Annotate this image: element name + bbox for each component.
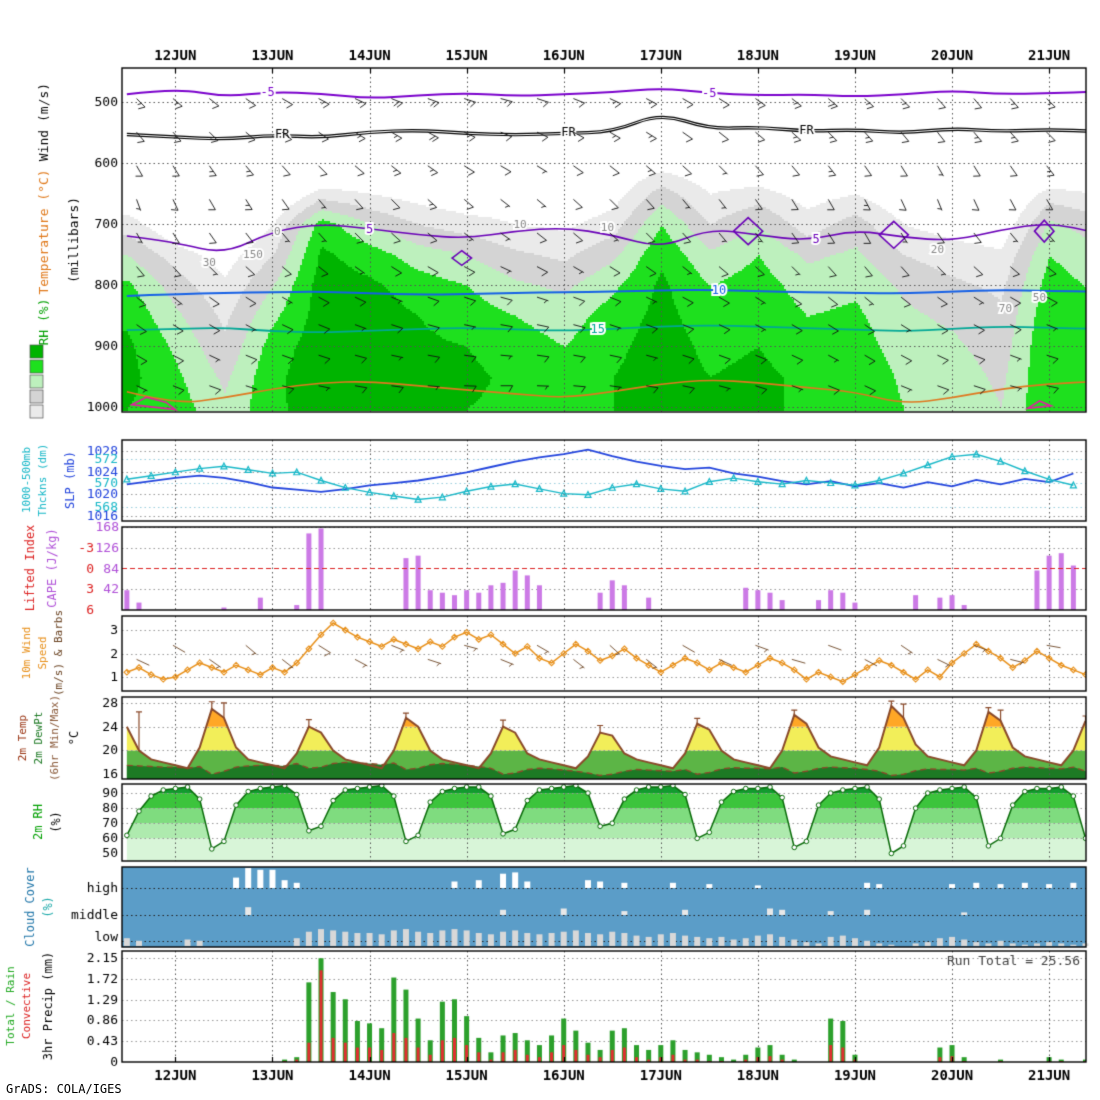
- grads-credit: GrADS: COLA/IGES: [6, 1082, 122, 1096]
